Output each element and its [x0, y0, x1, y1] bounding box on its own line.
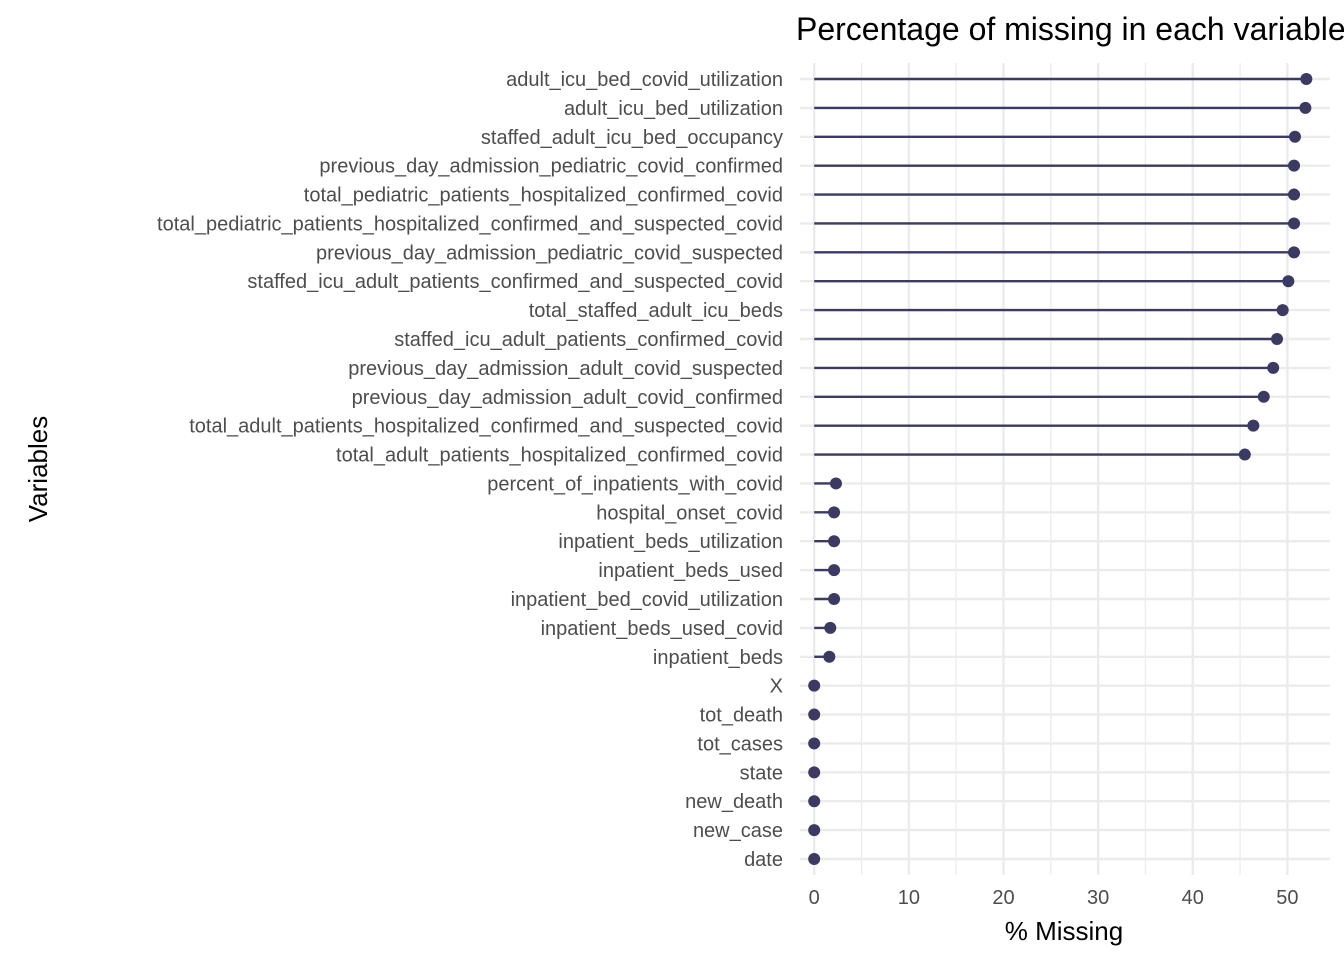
lollipop-point	[1288, 217, 1301, 230]
y-tick-label: inpatient_beds_used	[598, 560, 783, 582]
y-tick-label: new_case	[693, 820, 783, 842]
y-tick-label: percent_of_inpatients_with_covid	[487, 473, 783, 495]
y-tick-label: staffed_adult_icu_bed_occupancy	[481, 127, 783, 149]
y-tick-label: inpatient_beds_used_covid	[541, 618, 783, 640]
y-tick-label: total_pediatric_patients_hospitalized_co…	[304, 185, 783, 207]
lollipop-point	[828, 506, 841, 519]
y-tick-label: total_pediatric_patients_hospitalized_co…	[157, 213, 783, 235]
lollipop-point	[1238, 448, 1251, 461]
lollipop-point	[829, 477, 842, 490]
x-axis-title: % Missing	[1005, 916, 1123, 946]
y-tick-label: previous_day_admission_adult_covid_suspe…	[348, 358, 783, 380]
lollipop-point	[1271, 333, 1283, 345]
lollipop-point	[808, 795, 821, 808]
y-tick-label: tot_death	[700, 705, 783, 727]
y-tick-label: inpatient_beds_utilization	[558, 531, 783, 553]
lollipop-point	[828, 593, 841, 605]
y-tick-label: hospital_onset_covid	[596, 502, 783, 524]
lollipop-point	[808, 679, 821, 692]
x-tick-label: 0	[809, 887, 820, 909]
lollipop-point	[808, 853, 821, 865]
y-tick-label: total_adult_patients_hospitalized_confir…	[189, 416, 783, 438]
lollipop-point	[1288, 246, 1301, 259]
data-marks	[808, 73, 1313, 865]
lollipop-point	[828, 535, 841, 548]
lollipop-point	[808, 737, 821, 750]
x-tick-label: 10	[898, 887, 920, 909]
lollipop-point	[1276, 304, 1289, 317]
lollipop-point	[1282, 275, 1295, 288]
x-tick-label: 30	[1087, 887, 1109, 909]
x-tick-label: 20	[992, 887, 1014, 909]
y-axis-title: Variables	[23, 416, 53, 522]
lollipop-point	[808, 766, 821, 779]
y-tick-label: total_adult_patients_hospitalized_confir…	[336, 445, 783, 467]
y-tick-label: inpatient_bed_covid_utilization	[511, 589, 783, 611]
x-tick-label: 40	[1182, 887, 1204, 909]
lollipop-point	[1288, 188, 1301, 201]
lollipop-point	[1288, 159, 1301, 172]
lollipop-point	[1267, 361, 1280, 374]
y-tick-label: total_staffed_adult_icu_beds	[529, 300, 783, 322]
y-tick-label: adult_icu_bed_covid_utilization	[506, 69, 783, 91]
lollipop-point	[824, 621, 837, 634]
y-tick-label: adult_icu_bed_utilization	[564, 98, 783, 120]
y-tick-label: staffed_icu_adult_patients_confirmed_cov…	[394, 329, 783, 351]
grid-layer	[800, 63, 1330, 875]
y-tick-label: new_death	[685, 791, 783, 813]
y-tick-label: previous_day_admission_pediatric_covid_c…	[319, 156, 783, 178]
lollipop-point	[1257, 390, 1270, 403]
lollipop-point	[823, 650, 836, 663]
y-tick-label: tot_cases	[697, 733, 783, 755]
y-tick-label: date	[744, 849, 783, 871]
y-tick-labels: adult_icu_bed_covid_utilization adult_icu…	[157, 69, 783, 871]
y-tick-label: previous_day_admission_adult_covid_confi…	[352, 387, 783, 409]
x-tick-label: 50	[1276, 887, 1298, 909]
y-tick-label: state	[740, 762, 783, 784]
lollipop-point	[808, 708, 821, 721]
lollipop-point	[1288, 130, 1301, 143]
y-tick-label: X	[770, 676, 783, 698]
y-tick-label: staffed_icu_adult_patients_confirmed_and…	[247, 271, 783, 293]
y-tick-label: inpatient_beds	[653, 647, 783, 669]
lollipop-point	[808, 824, 821, 837]
chart-title: Percentage of missing in each variable	[796, 11, 1344, 47]
lollipop-point	[1247, 419, 1260, 432]
lollipop-point	[1300, 73, 1313, 85]
lollipop-point	[828, 564, 841, 577]
y-tick-label: previous_day_admission_pediatric_covid_s…	[316, 242, 783, 264]
x-tick-labels: 0 10 20 30 40 50	[809, 887, 1299, 909]
lollipop-point	[1299, 101, 1312, 114]
